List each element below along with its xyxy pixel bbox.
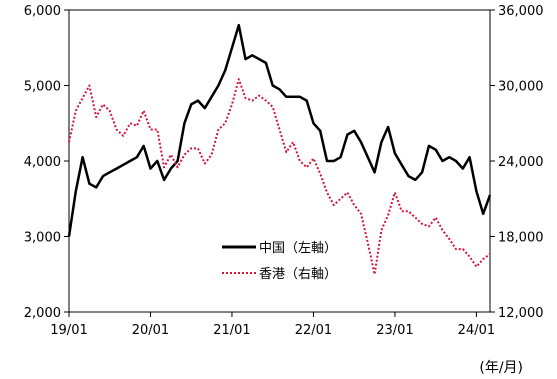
y-right-tick-label: 24,000: [498, 155, 544, 170]
series-line-china: [67, 23, 492, 237]
y-left-tick-label: 5,000: [24, 80, 61, 95]
x-axis-unit-label: (年/月): [479, 360, 523, 376]
y-axis-right: 12,000 18,000 24,000 30,000 36,000: [490, 4, 544, 321]
y-right-tick-label: 18,000: [498, 231, 544, 246]
x-tick-label: 22/01: [295, 323, 332, 338]
x-tick-label: 23/01: [376, 323, 413, 338]
series-line-hongkong: [68, 78, 491, 276]
x-tick-label: 21/01: [213, 323, 250, 338]
x-tick-label: 24/01: [458, 323, 495, 338]
series-group: [67, 23, 492, 276]
y-left-tick-label: 4,000: [24, 155, 61, 170]
x-tick-label: 19/01: [50, 323, 87, 338]
y-right-tick-label: 30,000: [498, 80, 544, 95]
legend-label-china: 中国（左軸）: [259, 241, 337, 256]
x-tick-label: 20/01: [132, 323, 169, 338]
y-left-tick-label: 2,000: [24, 306, 61, 321]
legend: 中国（左軸） 香港（右軸）: [222, 241, 337, 282]
y-right-tick-label: 36,000: [498, 4, 544, 19]
y-left-tick-label: 3,000: [24, 231, 61, 246]
y-axis-left: 2,000 3,000 4,000 5,000 6,000: [24, 4, 69, 321]
x-axis: 19/01 20/01 21/01 22/01 23/01 24/01: [50, 312, 495, 338]
legend-label-hongkong: 香港（右軸）: [259, 267, 337, 282]
y-right-tick-label: 12,000: [498, 306, 544, 321]
y-left-tick-label: 6,000: [24, 4, 61, 19]
plot-area: [68, 9, 491, 313]
